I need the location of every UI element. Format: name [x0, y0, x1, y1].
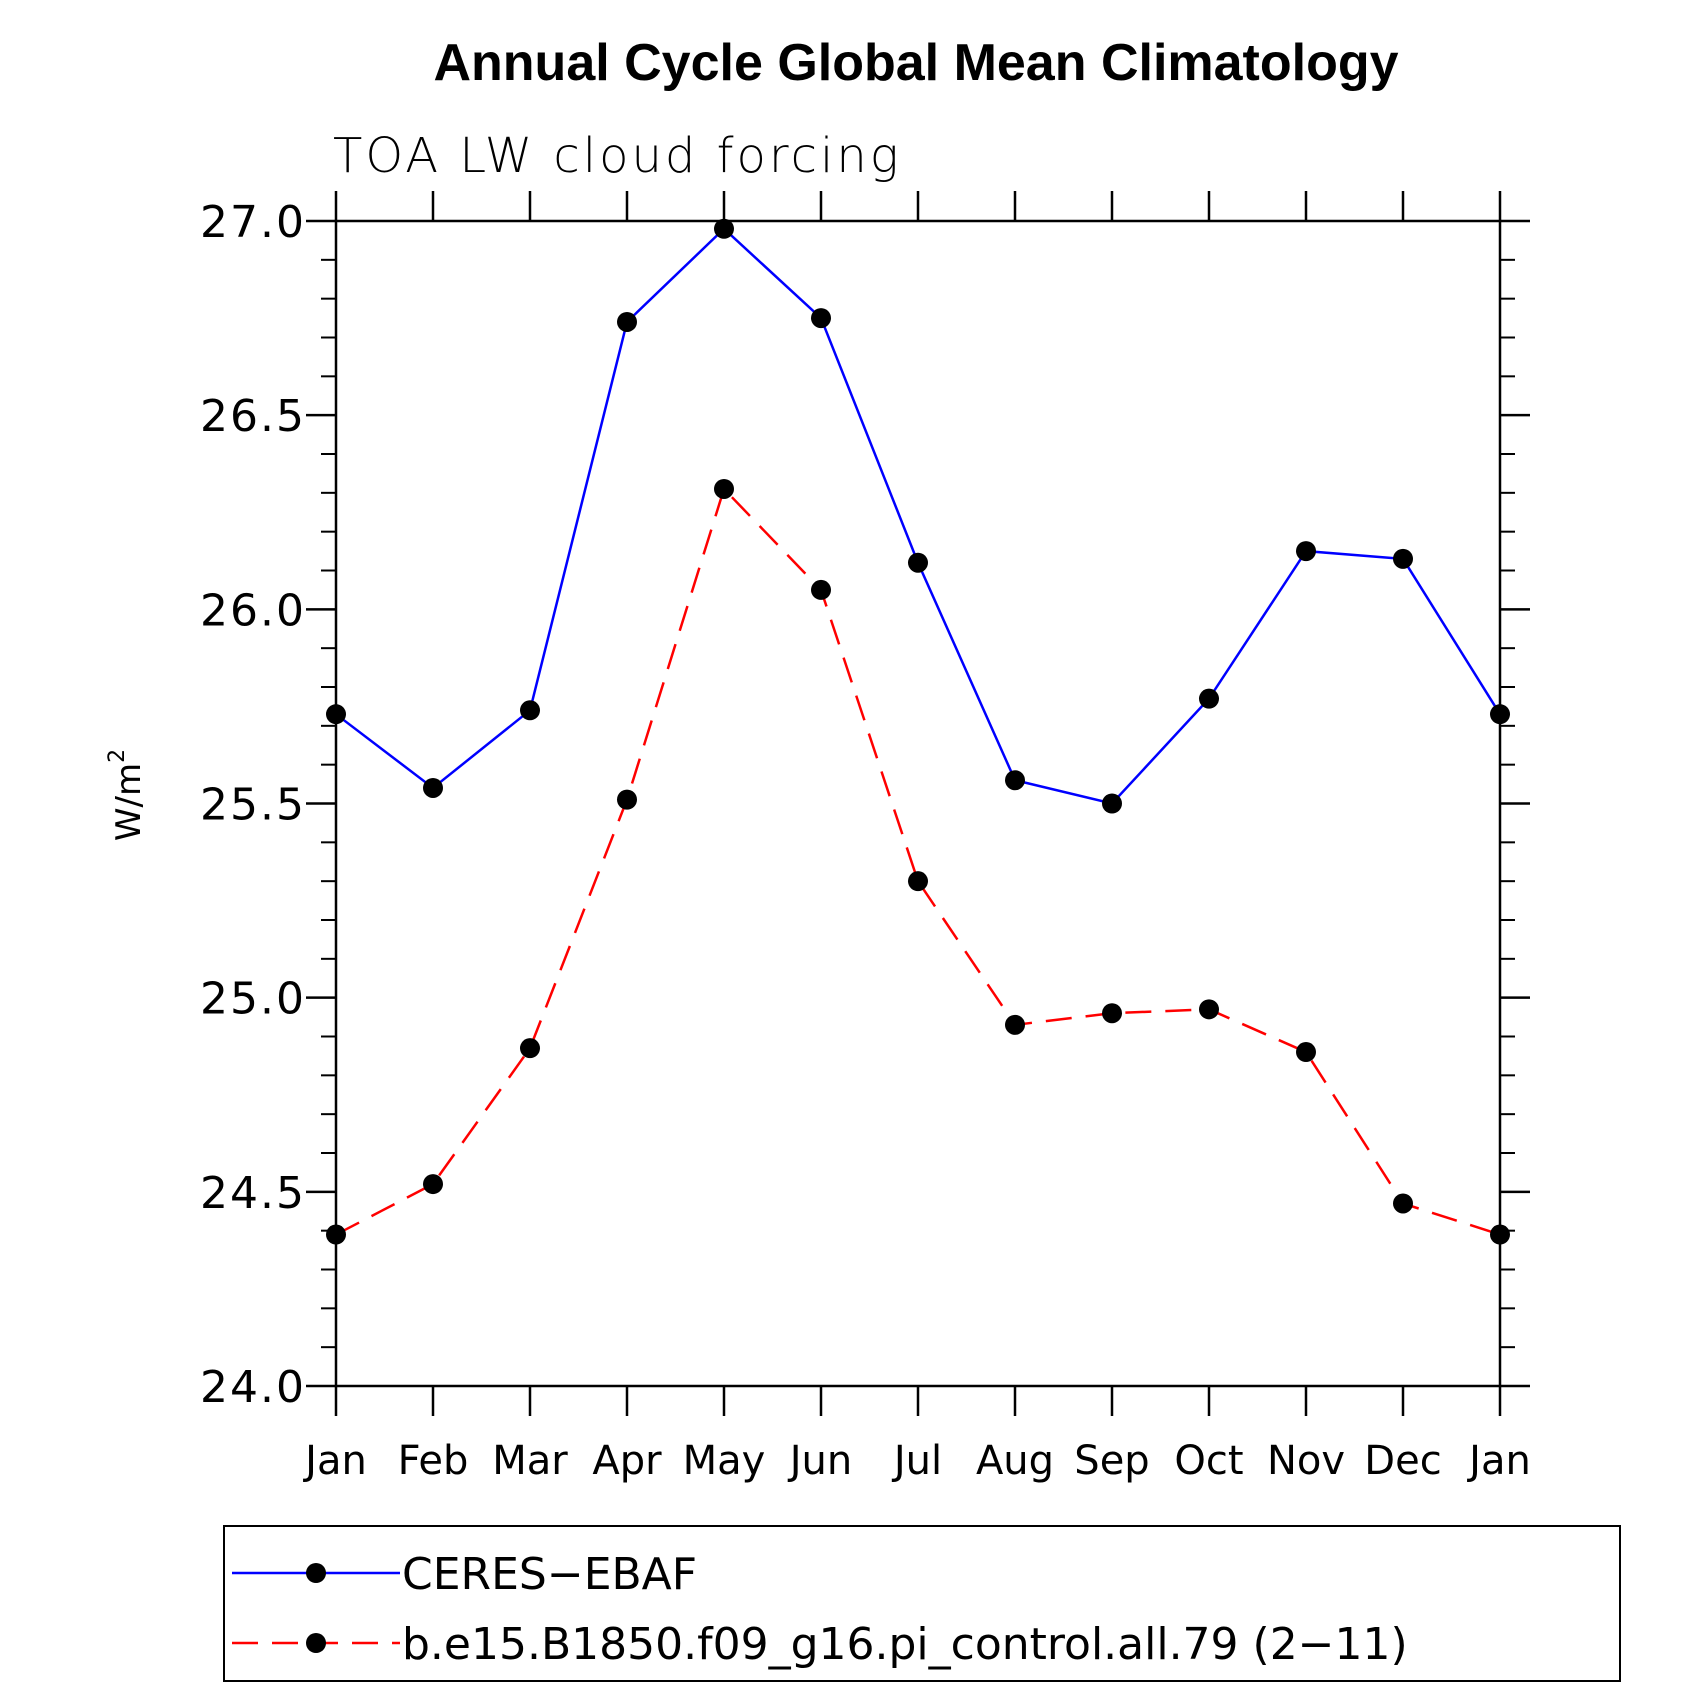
x-tick-label: Apr	[592, 1438, 662, 1484]
series-1-point	[1102, 793, 1122, 814]
y-tick-label: 24.0	[200, 1362, 306, 1413]
x-tick-label: Jun	[787, 1438, 853, 1484]
series-2-point	[1199, 999, 1219, 1020]
y-axis-label-text: W/m	[109, 763, 149, 841]
x-tick-label: Dec	[1364, 1438, 1441, 1484]
y-tick-label: 25.5	[200, 780, 306, 831]
x-tick-label: Feb	[398, 1438, 469, 1484]
x-tick-label: Sep	[1074, 1438, 1149, 1484]
x-tick-label: Mar	[492, 1438, 568, 1484]
series-1-point	[1199, 688, 1219, 709]
series-2-point	[520, 1038, 540, 1059]
x-tick-label: Jul	[891, 1438, 942, 1484]
legend: CERES−EBAF b.e15.B1850.f09_g16.pi_control…	[223, 1525, 1621, 1682]
legend-marker-2	[306, 1633, 326, 1653]
series-2-point	[1393, 1193, 1413, 1214]
series-1-point	[617, 311, 637, 332]
chart-title: Annual Cycle Global Mean Climatology	[433, 34, 1398, 92]
series-1-point	[1005, 770, 1025, 791]
series-layer	[326, 218, 1510, 1245]
series-1-point	[423, 777, 443, 798]
series-2-point	[1005, 1014, 1025, 1035]
series-2-point	[1490, 1224, 1510, 1245]
y-axis-label: W/m2	[105, 749, 149, 841]
x-tick-label: Jan	[302, 1438, 367, 1484]
series-2-point	[423, 1174, 443, 1195]
chart-subtitle: TOA LW cloud forcing	[333, 128, 902, 184]
legend-label-1: CERES−EBAF	[402, 1549, 697, 1600]
axes: 24.0 24.5 25.0 25.5 26.0 26.5 27.0 Jan Feb Mar Apr…	[200, 191, 1531, 1484]
series-line-1	[335, 227, 1502, 805]
series-1-point	[1490, 704, 1510, 725]
x-tick-label: Aug	[976, 1438, 1054, 1484]
plot-frame	[334, 219, 1502, 1388]
series-1-point	[1296, 541, 1316, 562]
series-1-point	[1393, 548, 1413, 569]
series-1-point	[326, 704, 346, 725]
series-2-point	[714, 478, 734, 499]
x-tick-label: Jan	[1466, 1438, 1531, 1484]
y-tick-label: 26.0	[200, 585, 306, 636]
series-2-point	[908, 871, 928, 892]
y-tick-label: 26.5	[200, 391, 306, 442]
series-2-point	[811, 579, 831, 600]
legend-box	[223, 1525, 1621, 1682]
series-line-2	[335, 486, 1501, 1236]
series-2-point	[326, 1224, 346, 1245]
x-tick-label: May	[683, 1438, 766, 1484]
y-tick-label: 27.0	[200, 197, 306, 248]
legend-marker-1	[306, 1563, 326, 1583]
series-2-point	[1296, 1042, 1316, 1063]
y-tick-label: 24.5	[200, 1168, 306, 1219]
series-1-point	[908, 552, 928, 573]
y-axis-label-superscript: 2	[105, 749, 130, 763]
x-tick-label: Oct	[1174, 1438, 1243, 1484]
legend-label-2: b.e15.B1850.f09_g16.pi_control.all.79 (2…	[402, 1619, 1408, 1670]
y-tick-label: 25.0	[200, 974, 306, 1025]
svg-text:W/m2: W/m2	[105, 749, 149, 841]
series-2-point	[1102, 1003, 1122, 1024]
series-1-point	[520, 700, 540, 721]
series-1-point	[714, 218, 734, 239]
series-1-point	[811, 308, 831, 329]
series-2-point	[617, 789, 637, 810]
x-tick-label: Nov	[1267, 1438, 1345, 1484]
